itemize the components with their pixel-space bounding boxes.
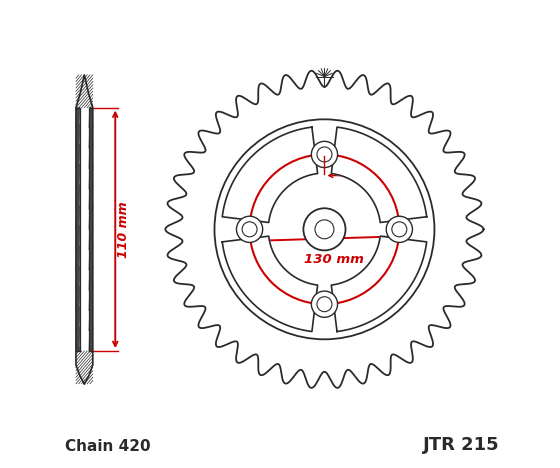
Polygon shape: [332, 127, 427, 222]
Circle shape: [317, 147, 332, 162]
Circle shape: [386, 216, 413, 242]
Polygon shape: [76, 75, 93, 384]
Circle shape: [392, 222, 407, 237]
Circle shape: [311, 291, 338, 317]
Circle shape: [242, 222, 257, 237]
Circle shape: [304, 208, 346, 250]
Text: Chain 420: Chain 420: [65, 439, 150, 454]
Text: JTR 215: JTR 215: [423, 436, 500, 454]
Circle shape: [236, 216, 263, 242]
Circle shape: [317, 297, 332, 312]
Circle shape: [315, 220, 334, 239]
Polygon shape: [332, 236, 427, 331]
Polygon shape: [222, 236, 318, 331]
Polygon shape: [222, 127, 318, 222]
Text: 110 mm: 110 mm: [117, 201, 130, 257]
Text: 8.5: 8.5: [360, 168, 378, 179]
Text: 130 mm: 130 mm: [304, 253, 364, 266]
Circle shape: [311, 141, 338, 168]
